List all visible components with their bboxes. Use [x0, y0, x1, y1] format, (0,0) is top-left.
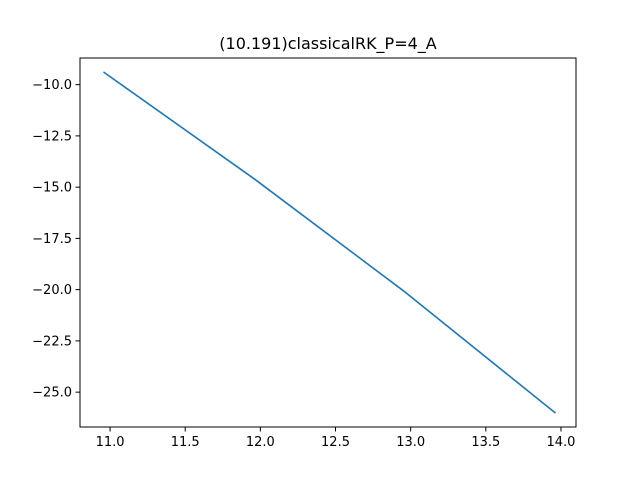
chart-title: (10.191)classicalRK_P=4_A — [219, 34, 437, 54]
y-tick-label: −10.0 — [32, 78, 72, 93]
y-tick-label: −25.0 — [32, 386, 72, 401]
series-line — [103, 71, 556, 414]
plot-frame — [79, 57, 577, 428]
y-tick-label: −12.5 — [32, 129, 72, 144]
y-tick-label: −15.0 — [32, 181, 72, 196]
x-tick-label: 12.5 — [321, 435, 350, 450]
series-layer — [103, 71, 556, 414]
axis-ticks: 11.0 11.5 12.0 12.5 13.0 13.5 14.0 −10.0 −12.5 −1… — [32, 78, 575, 450]
y-tick-label: −22.5 — [32, 334, 72, 349]
plot-area — [80, 58, 576, 427]
x-tick-label: 11.0 — [96, 435, 125, 450]
y-tick-label: −20.0 — [32, 283, 72, 298]
x-tick-label: 11.5 — [171, 435, 200, 450]
y-tick-label: −17.5 — [32, 232, 72, 247]
x-tick-label: 13.5 — [471, 435, 500, 450]
x-tick-label: 12.0 — [246, 435, 275, 450]
x-tick-label: 13.0 — [396, 435, 425, 450]
x-tick-label: 14.0 — [546, 435, 575, 450]
